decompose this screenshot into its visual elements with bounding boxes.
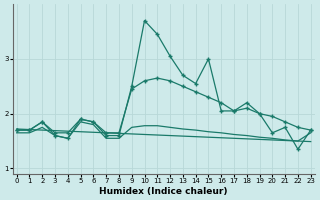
- X-axis label: Humidex (Indice chaleur): Humidex (Indice chaleur): [100, 187, 228, 196]
